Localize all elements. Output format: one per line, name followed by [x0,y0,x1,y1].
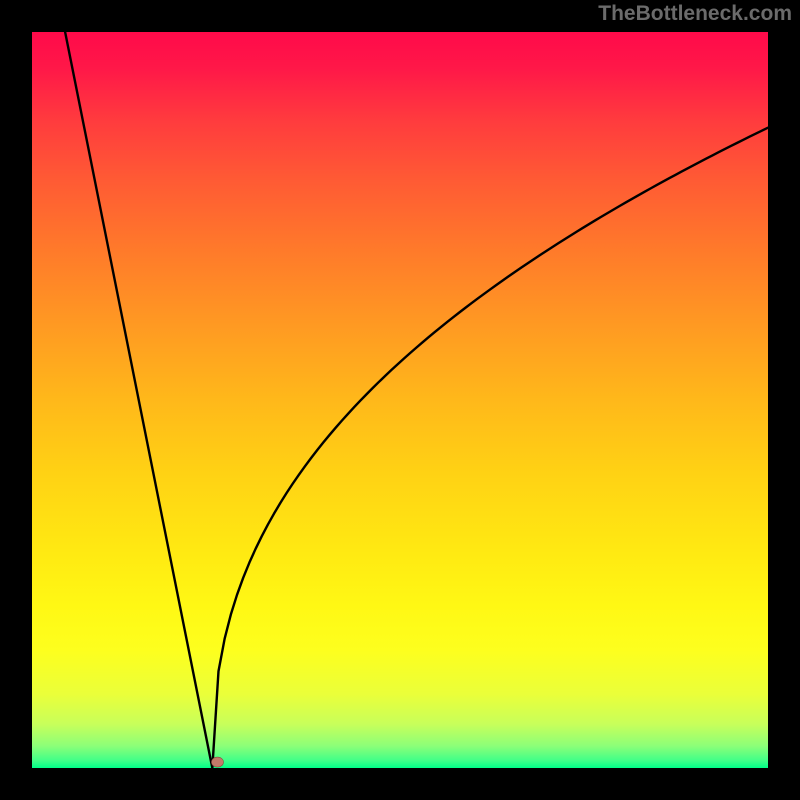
bottleneck-curve [65,32,768,768]
chart-canvas: TheBottleneck.com [0,0,800,800]
chart-overlay [32,32,768,768]
min-marker [211,757,223,767]
watermark-text: TheBottleneck.com [598,2,792,26]
plot-area [32,32,768,768]
